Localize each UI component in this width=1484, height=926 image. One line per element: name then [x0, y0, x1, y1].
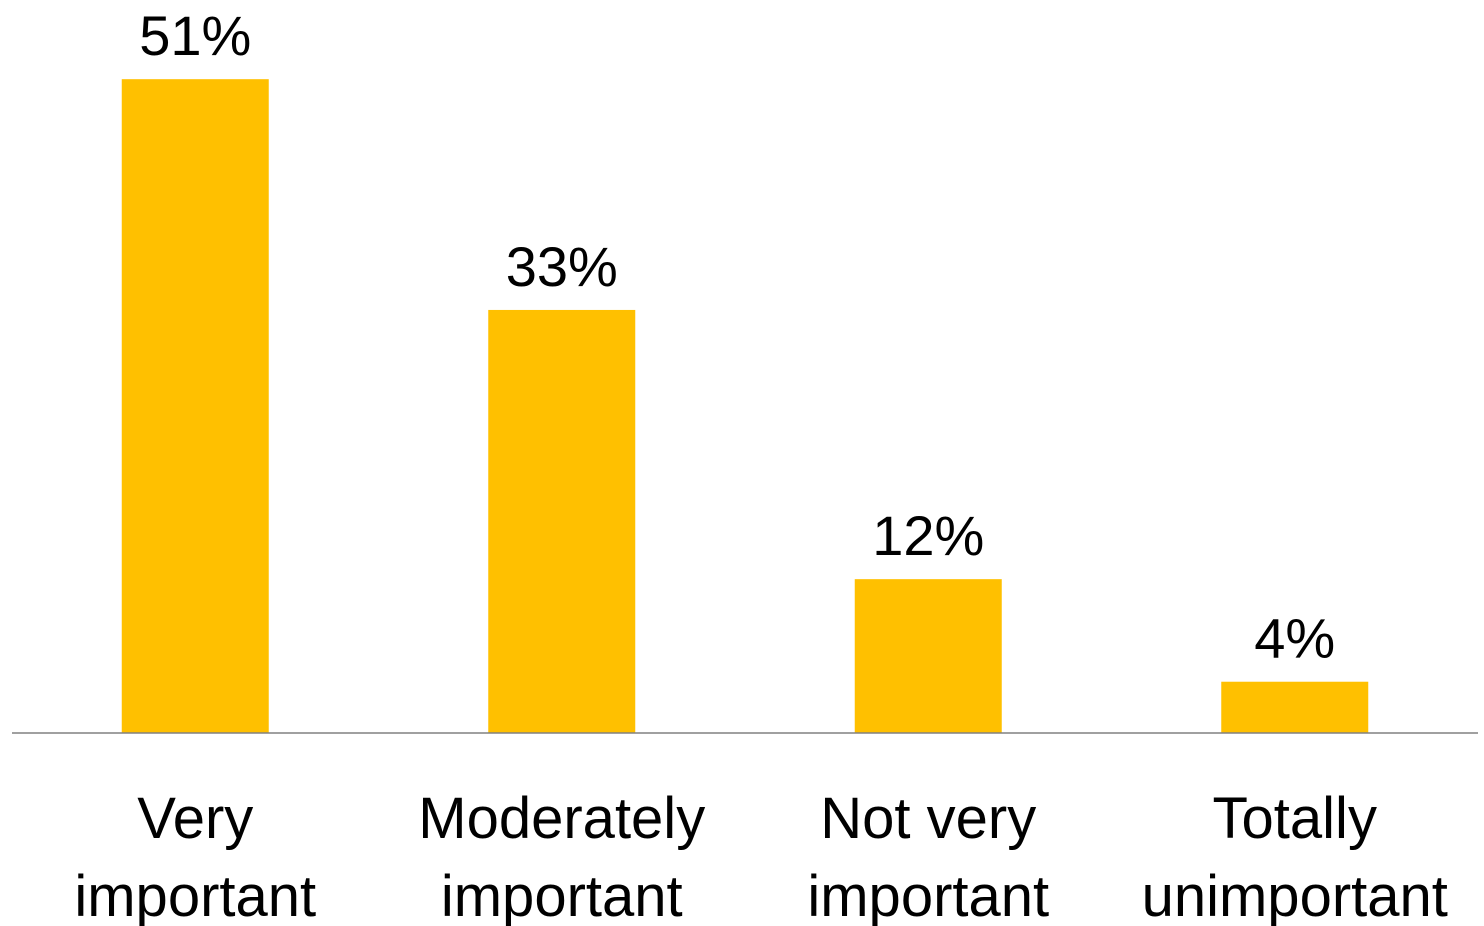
bar-2: [854, 579, 1002, 733]
category-label-3-line-0: Totally: [1213, 786, 1377, 851]
data-label-1: 33%: [506, 235, 618, 298]
category-label-2-line-0: Not very: [820, 786, 1036, 851]
bar-3: [1221, 681, 1369, 733]
category-label-2-line-1: important: [807, 864, 1049, 926]
category-labels-group: Very important Moderately important Not very…: [74, 786, 1448, 926]
category-label-1-line-0: Moderately: [418, 786, 705, 851]
bar-1: [488, 309, 636, 733]
category-label-0-line-0: Very: [137, 786, 253, 851]
data-label-3: 4%: [1254, 607, 1335, 670]
category-label-3-line-1: unimportant: [1142, 864, 1448, 926]
data-label-0: 51%: [139, 4, 251, 67]
category-label-0-line-1: important: [74, 864, 316, 926]
data-labels-group: 51% 33% 12% 4%: [139, 4, 1335, 670]
bars-group: [121, 79, 1369, 734]
data-label-2: 12%: [872, 504, 984, 567]
category-label-1-line-1: important: [441, 864, 683, 926]
bar-0: [121, 79, 269, 734]
